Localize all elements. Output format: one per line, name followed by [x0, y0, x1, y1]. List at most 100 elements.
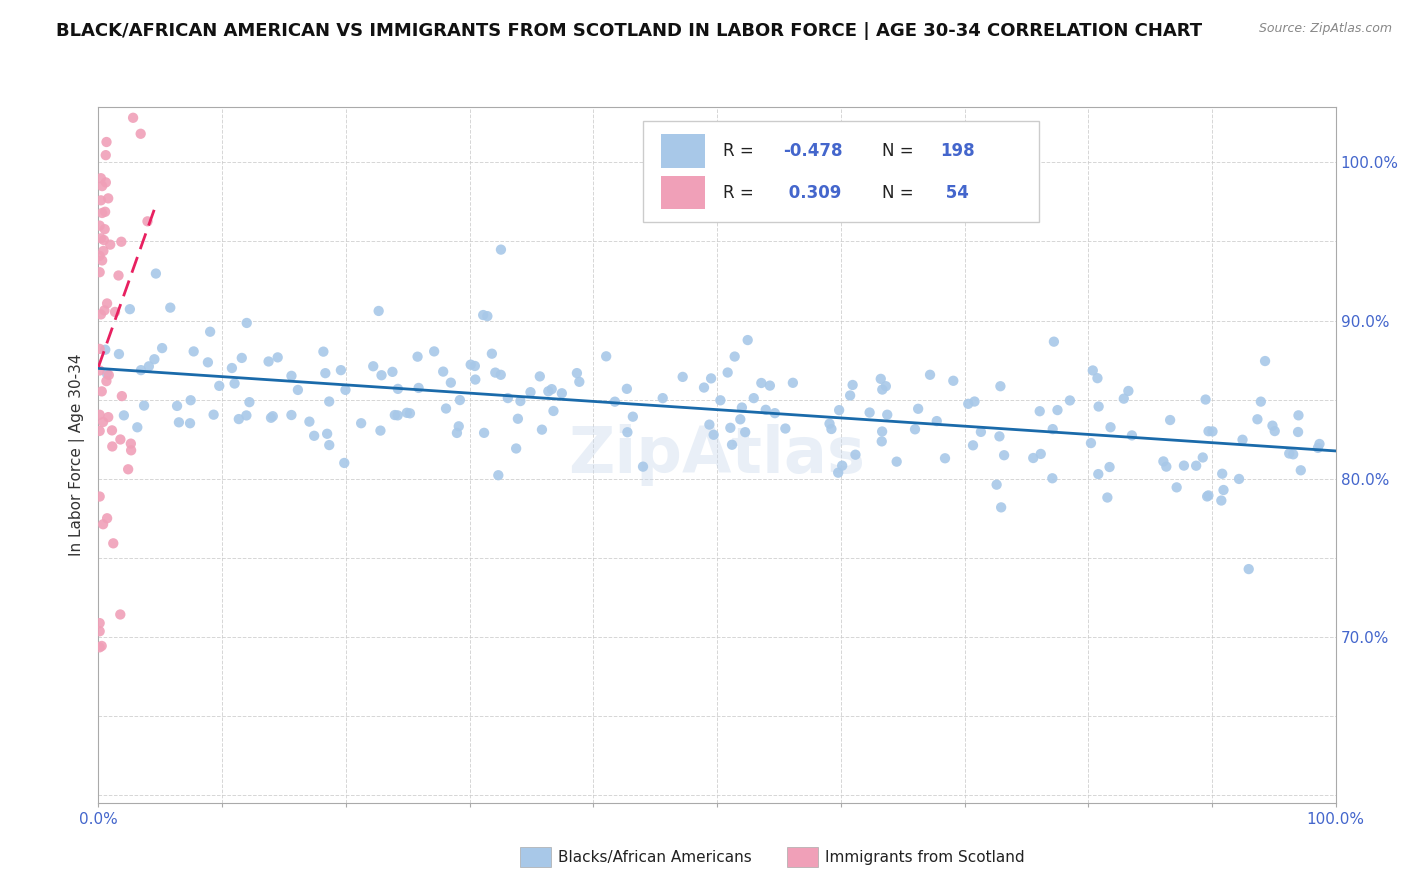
- Point: [91, 253, 114, 268]
- FancyBboxPatch shape: [643, 121, 1039, 222]
- Point: [709, 393, 731, 408]
- Text: 0.309: 0.309: [783, 184, 841, 202]
- Point: [1246, 412, 1268, 426]
- Point: [96, 135, 118, 149]
- Point: [91, 415, 114, 429]
- Point: [97, 368, 120, 382]
- Point: [1059, 393, 1081, 408]
- Point: [970, 425, 993, 439]
- Point: [1087, 371, 1109, 385]
- Point: [565, 366, 588, 380]
- Point: [108, 347, 131, 361]
- Point: [1232, 433, 1254, 447]
- Point: [1098, 460, 1121, 475]
- Point: [89, 640, 111, 655]
- Bar: [661, 176, 704, 210]
- Point: [197, 355, 219, 369]
- Point: [333, 456, 356, 470]
- Point: [350, 416, 373, 430]
- Point: [1029, 447, 1052, 461]
- Point: [886, 455, 908, 469]
- Point: [129, 127, 152, 141]
- Point: [828, 403, 851, 417]
- Point: [335, 383, 357, 397]
- Point: [260, 410, 283, 425]
- Point: [543, 404, 565, 418]
- Point: [238, 395, 260, 409]
- Point: [117, 50, 139, 64]
- Point: [198, 325, 221, 339]
- Point: [537, 384, 560, 399]
- Point: [1288, 409, 1310, 423]
- Point: [831, 458, 853, 473]
- Point: [280, 408, 302, 422]
- Point: [1289, 463, 1312, 477]
- Point: [651, 391, 673, 405]
- Point: [986, 477, 1008, 491]
- Point: [1097, 491, 1119, 505]
- Point: [111, 389, 134, 403]
- Point: [91, 206, 114, 220]
- Text: 54: 54: [939, 184, 969, 202]
- Point: [104, 305, 127, 319]
- Point: [839, 388, 862, 402]
- Point: [755, 402, 778, 417]
- Point: [94, 176, 117, 190]
- Point: [221, 361, 243, 376]
- Point: [1087, 400, 1109, 414]
- Point: [464, 359, 486, 373]
- Point: [870, 434, 893, 449]
- Text: N =: N =: [882, 184, 918, 202]
- Point: [208, 379, 231, 393]
- Point: [122, 5, 145, 20]
- Point: [484, 366, 506, 380]
- Point: [699, 417, 721, 432]
- Point: [1261, 418, 1284, 433]
- Point: [96, 511, 118, 525]
- Point: [876, 408, 898, 422]
- Point: [616, 425, 638, 440]
- Point: [138, 359, 160, 374]
- Point: [942, 374, 965, 388]
- Point: [1254, 354, 1277, 368]
- Point: [1197, 490, 1219, 504]
- Point: [89, 424, 111, 438]
- Point: [749, 376, 772, 390]
- Point: [316, 426, 339, 441]
- Point: [742, 391, 765, 405]
- Point: [89, 265, 111, 279]
- Point: [89, 616, 111, 631]
- Point: [262, 409, 284, 424]
- Point: [93, 303, 115, 318]
- Point: [110, 433, 132, 447]
- Point: [1197, 488, 1219, 502]
- Point: [257, 354, 280, 368]
- Point: [89, 219, 111, 233]
- Text: 198: 198: [939, 142, 974, 160]
- Point: [1046, 403, 1069, 417]
- Point: [700, 371, 723, 385]
- Point: [89, 363, 111, 377]
- Point: [183, 344, 205, 359]
- Point: [672, 370, 695, 384]
- Point: [519, 385, 541, 400]
- Point: [875, 379, 897, 393]
- Point: [361, 359, 384, 374]
- Point: [1250, 394, 1272, 409]
- Point: [387, 409, 409, 423]
- Point: [90, 231, 112, 245]
- Point: [472, 308, 495, 322]
- Point: [990, 379, 1012, 393]
- Point: [110, 607, 132, 622]
- Point: [962, 438, 984, 452]
- Point: [93, 222, 115, 236]
- Point: [489, 368, 512, 382]
- Point: [90, 171, 112, 186]
- Point: [505, 442, 527, 456]
- Point: [775, 421, 797, 435]
- Point: [724, 350, 747, 364]
- Point: [551, 386, 574, 401]
- Point: [449, 392, 471, 407]
- Point: [1191, 450, 1213, 465]
- Point: [603, 394, 626, 409]
